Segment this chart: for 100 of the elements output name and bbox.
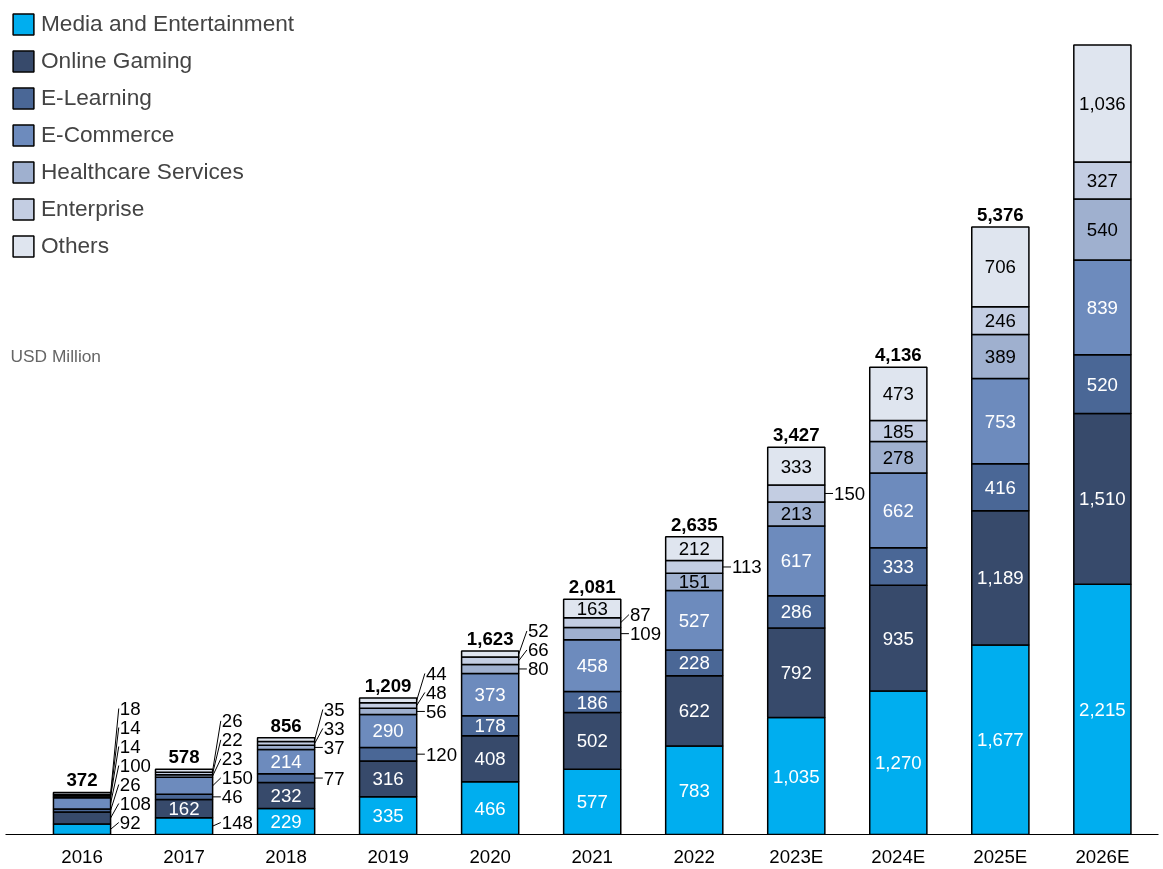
data-label: 151	[678, 571, 710, 593]
x-tick-label: 2023E	[769, 845, 824, 867]
total-label: 5,376	[977, 204, 1024, 226]
data-label: 1,035	[772, 765, 820, 787]
data-label: 839	[1086, 296, 1118, 318]
data-label: 753	[984, 410, 1016, 432]
legend-label: E-Learning	[41, 84, 152, 111]
data-label: 52	[527, 620, 549, 642]
data-label: 622	[678, 700, 710, 722]
total-label: 4,136	[874, 344, 922, 366]
x-tick-label: 2025E	[973, 845, 1028, 867]
total-label: 2,635	[670, 513, 718, 535]
data-label: 246	[984, 310, 1016, 332]
data-label: 56	[425, 700, 447, 722]
legend-label: Online Gaming	[41, 47, 193, 74]
data-label: 335	[372, 805, 404, 827]
data-label: 23	[221, 748, 243, 770]
data-label: 22	[221, 729, 243, 751]
data-label: 327	[1086, 170, 1118, 192]
legend-label: Enterprise	[41, 195, 145, 222]
x-tick-label: 2018	[265, 845, 307, 867]
data-label: 2,215	[1079, 698, 1126, 720]
data-label: 150	[221, 767, 253, 789]
total-label: 1,209	[364, 674, 412, 696]
data-label: 540	[1086, 219, 1118, 240]
data-label: 214	[270, 751, 302, 773]
data-label: 35	[323, 698, 345, 720]
total-label: 3,427	[772, 424, 820, 446]
data-label: 473	[882, 383, 914, 405]
data-label: 163	[576, 597, 608, 619]
data-label: 14	[119, 717, 141, 738]
data-label: 416	[984, 476, 1016, 498]
data-label: 33	[323, 717, 345, 739]
data-label: 333	[882, 556, 914, 578]
data-label: 148	[221, 812, 253, 833]
data-label: 316	[372, 768, 404, 790]
data-label: 1,677	[977, 729, 1024, 751]
data-label: 527	[678, 609, 710, 631]
data-label: 502	[576, 730, 608, 752]
total-label: 1,623	[466, 628, 514, 650]
data-label: 1,510	[1079, 488, 1126, 510]
data-label: 278	[882, 446, 914, 468]
data-label: 26	[221, 710, 243, 732]
data-label: 162	[168, 798, 200, 820]
data-label: 783	[678, 779, 710, 801]
data-label: 178	[474, 715, 506, 737]
data-label: 408	[474, 748, 506, 770]
data-label: 792	[780, 662, 812, 684]
data-label: 389	[984, 346, 1016, 368]
data-label: 373	[474, 684, 506, 706]
total-label: 372	[66, 769, 98, 791]
data-label: 213	[780, 503, 812, 525]
data-label: 186	[576, 691, 608, 713]
data-label: 80	[527, 658, 549, 680]
data-label: 100	[119, 755, 151, 776]
x-tick-label: 2022	[673, 845, 715, 867]
data-label: 109	[629, 623, 662, 645]
data-label: 150	[834, 482, 866, 504]
data-label: 706	[984, 256, 1016, 278]
data-label: 18	[119, 698, 141, 719]
data-label: 92	[119, 812, 141, 833]
data-label: 617	[780, 550, 812, 572]
data-label: 46	[221, 786, 243, 808]
y-axis-title: USD Million	[10, 345, 102, 366]
data-label: 66	[527, 639, 549, 661]
data-label: 77	[323, 767, 345, 789]
x-tick-label: 2026E	[1075, 845, 1130, 867]
data-label: 37	[323, 736, 345, 758]
legend-label: Others	[41, 232, 109, 259]
x-tick-label: 2021	[571, 845, 613, 867]
data-label: 232	[270, 785, 302, 807]
data-label: 113	[731, 556, 762, 578]
data-label: 466	[474, 797, 506, 819]
data-label: 1,036	[1079, 93, 1126, 115]
total-label: 856	[270, 714, 302, 736]
x-tick-label: 2017	[163, 845, 205, 867]
data-label: 577	[576, 791, 608, 813]
x-tick-label: 2019	[367, 845, 409, 867]
data-label: 228	[678, 652, 710, 674]
data-label: 286	[780, 601, 812, 623]
data-label: 229	[270, 811, 302, 833]
x-tick-label: 2020	[469, 845, 511, 867]
data-label: 87	[629, 604, 651, 626]
total-label: 2,081	[568, 576, 616, 598]
legend-label: E-Commerce	[41, 121, 175, 148]
data-label: 1,189	[977, 567, 1024, 589]
data-label: 108	[119, 793, 151, 814]
legend-label: Media and Entertainment	[41, 10, 295, 37]
data-label: 333	[780, 455, 812, 477]
x-tick-label: 2016	[61, 845, 103, 867]
data-label: 14	[119, 736, 141, 757]
x-tick-label: 2024E	[871, 845, 926, 867]
data-label: 48	[425, 681, 447, 703]
data-label: 26	[119, 774, 141, 795]
data-label: 662	[882, 499, 914, 521]
data-label: 44	[425, 662, 447, 684]
data-label: 185	[882, 420, 914, 442]
data-label: 120	[425, 743, 458, 765]
legend-label: Healthcare Services	[41, 158, 244, 185]
data-label: 458	[576, 655, 608, 677]
